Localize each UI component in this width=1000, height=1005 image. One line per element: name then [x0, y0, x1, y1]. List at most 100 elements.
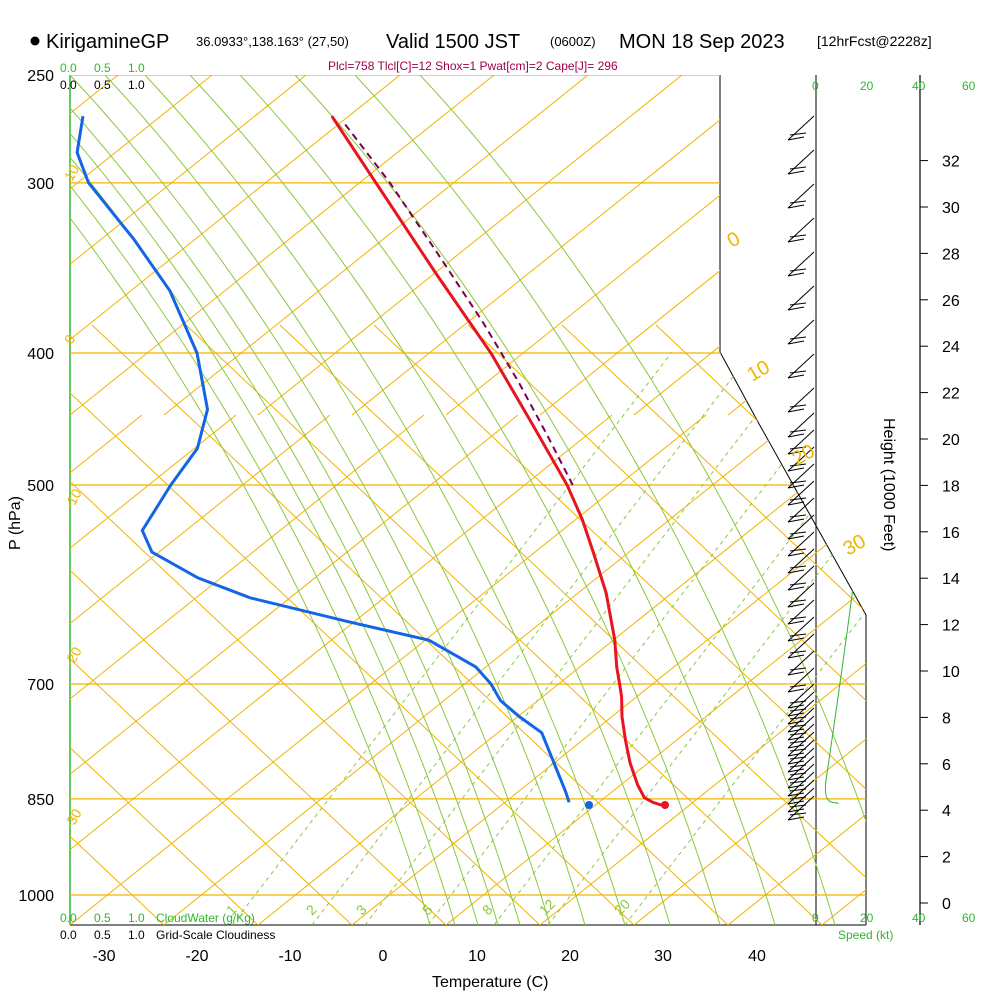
surface-temperature-dot: [661, 801, 669, 809]
wind-barb: [787, 353, 815, 379]
isotherm-line: [70, 414, 425, 925]
dry-adiabat-label: -10: [61, 486, 85, 512]
wind-barb: [787, 251, 815, 277]
forecast-info: [12hrFcst@2228z]: [817, 33, 932, 49]
cloud-scale-green-0b: 0.0: [60, 911, 77, 925]
dry-adiabat: [70, 324, 71, 925]
pressure-tick-labels: 250 300 400 500 700 850 1000: [18, 68, 54, 905]
p-tick-400: 400: [27, 346, 54, 363]
x-tick--20: -20: [185, 948, 208, 965]
wind-barb: [787, 149, 815, 175]
p-tick-850: 850: [27, 792, 54, 809]
x-axis-label: Temperature (C): [432, 974, 548, 991]
dry-adiabat: [91, 324, 729, 925]
p-tick-500: 500: [27, 478, 54, 495]
cloudiness-label: Grid-Scale Cloudiness: [156, 928, 275, 942]
y-axis-label: P (hPa): [7, 496, 24, 550]
moist-adiabat: [70, 75, 431, 925]
isotherm-line: [70, 75, 613, 416]
p-tick-250: 250: [27, 68, 54, 85]
moist-adiabat: [354, 75, 836, 925]
dry-adiabat-label: -30: [61, 806, 85, 832]
wind-barb: [787, 429, 815, 455]
height-tick-20: 20: [942, 432, 960, 449]
height-tick-12: 12: [942, 618, 960, 635]
dry-adiabat-label: -20: [61, 644, 85, 670]
height-tick-22: 22: [942, 386, 960, 403]
x-tick--30: -30: [92, 948, 115, 965]
mixing-ratio-line: [493, 351, 866, 925]
isotherm-line: [70, 75, 519, 416]
moist-adiabat: [294, 75, 776, 925]
height-tick-8: 8: [942, 710, 951, 727]
height-tick-30: 30: [942, 200, 960, 217]
cloud-scale-green-2: 1.0: [128, 61, 145, 75]
surface-dewpoint-dot: [585, 801, 593, 809]
dry-adiabat: [279, 324, 866, 925]
wind-barb: [787, 412, 815, 438]
cloudwater-label: CloudWater (g/Kg): [156, 911, 255, 925]
isotherm-line: [727, 414, 866, 925]
valid-zulu: (0600Z): [550, 34, 596, 49]
x-tick-labels: -30 -20 -10 0 10 20 30 40: [92, 948, 766, 965]
dry-adiabat: [70, 324, 165, 925]
height-tick-10: 10: [942, 664, 960, 681]
wind-barb: [787, 667, 815, 693]
moist-adiabat: [239, 75, 721, 925]
speed-tick-bot-60: 60: [962, 911, 976, 925]
dry-adiabat: [561, 324, 866, 925]
x-tick-40: 40: [748, 948, 766, 965]
height-tick-28: 28: [942, 246, 960, 263]
mixing-ratio-label-20: 20: [611, 896, 633, 918]
isotherm-line: [257, 75, 866, 416]
moist-adiabat: [70, 75, 521, 925]
x-tick-30: 30: [654, 948, 672, 965]
wind-barbs: [787, 115, 815, 821]
cloud-scale-green-1b: 0.5: [94, 911, 111, 925]
cloud-scale-black-0: 0.0: [60, 78, 77, 92]
height-axis-label: Height (1000 Feet): [880, 418, 897, 551]
height-tick-6: 6: [942, 757, 951, 774]
isotherm-line: [351, 75, 866, 416]
x-tick-0: 0: [379, 948, 388, 965]
dry-adiabat: [70, 324, 259, 925]
wind-barb: [787, 633, 815, 659]
speed-label: Speed (kt): [838, 928, 893, 942]
wind-barb: [787, 599, 815, 625]
dry-adiabat: [70, 324, 447, 925]
sounding-traces: [75, 115, 669, 809]
cloud-scale-black-1b: 0.5: [94, 928, 111, 942]
isotherm-line: [70, 414, 331, 925]
isotherm-line: [70, 414, 707, 925]
wind-barb: [787, 548, 815, 574]
isotherm-line: [70, 75, 707, 416]
p-tick-1000: 1000: [18, 888, 54, 905]
valid-time: Valid 1500 JST: [386, 31, 520, 53]
mixing-ratio-line: [547, 351, 866, 925]
wind-barb: [787, 319, 815, 345]
cloud-scale-green-0: 0.0: [60, 61, 77, 75]
station-coords: 36.0933°,138.163° (27,50): [196, 34, 349, 49]
wind-barb: [787, 480, 815, 506]
cloud-scale-black-0b: 0.0: [60, 928, 77, 942]
isotherm-line: [163, 414, 801, 925]
speed-tick-top-0: 0: [812, 79, 819, 93]
station-name: KirigamineGP: [46, 31, 169, 53]
moist-adiabat: [189, 75, 671, 925]
speed-tick-top-40: 40: [912, 79, 926, 93]
wind-barb: [787, 217, 815, 243]
moist-adiabat: [70, 75, 551, 925]
moist-adiabat: [144, 75, 626, 925]
parcel-line: [341, 119, 574, 486]
wind-barb: [787, 616, 815, 642]
height-tick-4: 4: [942, 803, 951, 820]
wind-barb: [787, 565, 815, 591]
wind-barb: [787, 183, 815, 209]
dry-adiabat: [70, 324, 635, 925]
plot-frame: [69, 75, 921, 926]
dry-adiabat: [749, 324, 866, 925]
height-tick-16: 16: [942, 525, 960, 542]
valid-date: MON 18 Sep 2023: [619, 31, 785, 53]
wind-barb: [787, 531, 815, 557]
